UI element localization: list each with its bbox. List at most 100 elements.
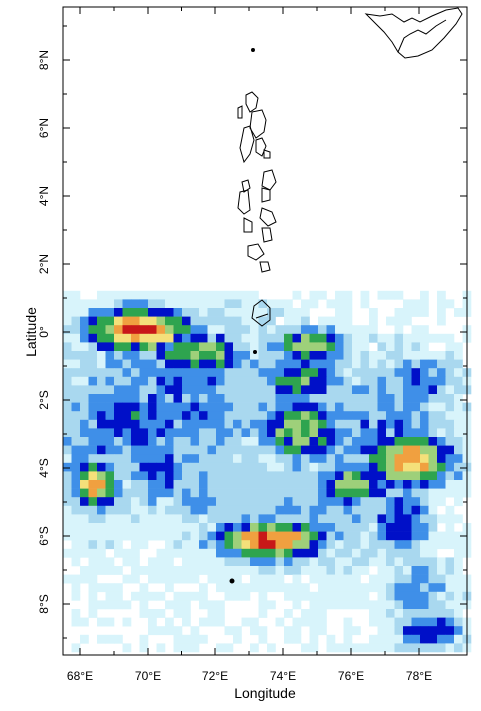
grid-cell [301, 308, 310, 317]
grid-cell [182, 643, 191, 653]
grid-cell [156, 308, 166, 317]
grid-cell [352, 394, 361, 403]
grid-cell [241, 290, 251, 300]
grid-cell [360, 462, 370, 472]
grid-cell [207, 316, 217, 326]
grid-cell [71, 394, 81, 403]
grid-cell [343, 626, 353, 636]
grid-cell [326, 531, 336, 541]
grid-cell [165, 557, 174, 567]
grid-cell [131, 471, 140, 481]
grid-cell [437, 376, 446, 386]
grid-cell [114, 299, 123, 309]
grid-cell [97, 462, 106, 472]
grid-cell [454, 471, 463, 481]
grid-cell [241, 419, 251, 429]
grid-cell [445, 609, 455, 618]
grid-cell [148, 376, 157, 386]
grid-cell [122, 488, 132, 498]
grid-cell [326, 325, 336, 335]
grid-cell [173, 411, 183, 421]
grid-cell [241, 583, 251, 593]
grid-cell [377, 557, 387, 567]
grid-cell [250, 617, 259, 627]
grid-cell [199, 600, 208, 610]
grid-cell [173, 342, 183, 352]
grid-cell [207, 445, 217, 455]
grid-cell [173, 480, 183, 489]
grid-cell [199, 299, 208, 309]
grid-cell [71, 471, 81, 481]
grid-cell [326, 299, 336, 309]
grid-cell [445, 428, 455, 438]
grid-cell [216, 428, 225, 438]
grid-cell [292, 497, 302, 507]
grid-cell [318, 454, 327, 464]
grid-cell [63, 342, 72, 352]
grid-cell [301, 368, 310, 378]
grid-cell [131, 316, 140, 326]
grid-cell [97, 454, 106, 464]
grid-cell [156, 574, 166, 584]
grid-cell [343, 428, 353, 438]
grid-cell [267, 402, 276, 412]
grid-cell [114, 462, 123, 472]
grid-cell [224, 548, 234, 558]
grid-cell [71, 540, 81, 550]
grid-cell [258, 342, 268, 352]
grid-cell [267, 351, 276, 360]
grid-cell [360, 523, 370, 532]
grid-cell [199, 359, 208, 369]
grid-cell [437, 462, 446, 472]
grid-cell [88, 462, 98, 472]
grid-cell [437, 609, 446, 618]
grid-cell [173, 419, 183, 429]
grid-cell [343, 333, 353, 343]
grid-cell [224, 325, 234, 335]
grid-cell [284, 488, 293, 498]
grid-cell [369, 505, 378, 515]
grid-cell [454, 419, 463, 429]
grid-cell [309, 437, 319, 446]
grid-cell [224, 488, 234, 498]
grid-cell [148, 566, 157, 575]
grid-cell [309, 531, 319, 541]
grid-cell [326, 548, 336, 558]
grid-cell [63, 548, 72, 558]
grid-cell [369, 351, 378, 360]
grid-cell [241, 342, 251, 352]
grid-cell [445, 368, 455, 378]
grid-cell [250, 557, 259, 567]
grid-cell [131, 299, 140, 309]
atoll-12 [243, 217, 253, 233]
grid-cell [114, 566, 123, 575]
grid-cell [326, 540, 336, 550]
grid-cell [216, 609, 225, 618]
grid-cell [445, 351, 455, 360]
grid-cell [224, 583, 234, 593]
grid-cell [241, 488, 251, 498]
grid-cell [233, 480, 242, 489]
grid-cell [394, 505, 404, 515]
grid-cell [71, 316, 81, 326]
grid-cell [233, 445, 242, 455]
grid-cell [403, 548, 412, 558]
grid-cell [190, 548, 200, 558]
grid-cell [148, 514, 157, 524]
grid-cell [420, 376, 429, 386]
grid-cell [360, 643, 370, 653]
grid-cell [148, 342, 157, 352]
grid-cell [369, 333, 378, 343]
grid-cell [343, 617, 353, 627]
grid-cell [131, 514, 140, 524]
grid-cell [275, 368, 285, 378]
grid-cell [326, 419, 336, 429]
grid-cell [335, 385, 344, 395]
grid-cell [292, 540, 302, 550]
grid-cell [301, 351, 310, 360]
grid-cell [335, 368, 344, 378]
grid-cell [428, 548, 438, 558]
grid-cell [258, 574, 268, 584]
grid-cell [190, 445, 200, 455]
grid-cell [267, 394, 276, 403]
